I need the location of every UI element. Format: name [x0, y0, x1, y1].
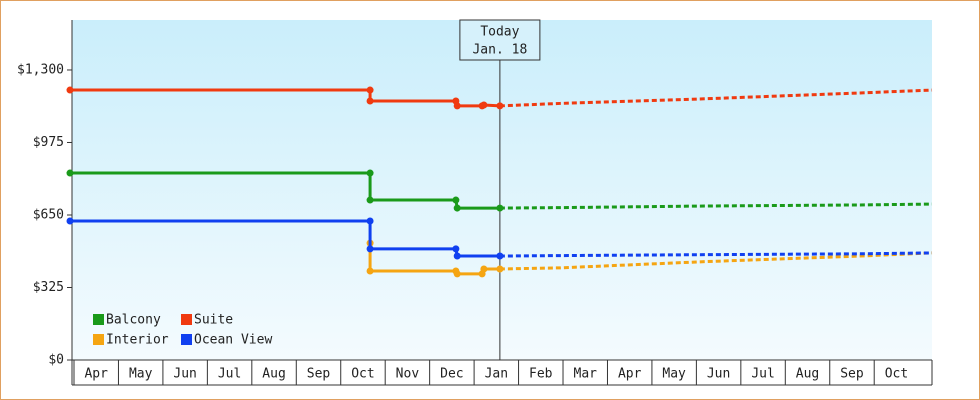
x-tick-label: Feb	[529, 367, 553, 382]
forecast-line	[499, 251, 933, 258]
x-tick-label: Apr	[84, 367, 108, 382]
legend-swatch	[93, 314, 104, 325]
price-point	[480, 265, 488, 273]
price-point	[366, 245, 374, 253]
x-tick-label: Mar	[574, 367, 598, 382]
price-point	[66, 86, 74, 94]
price-point	[452, 196, 460, 204]
y-tick-label: $1,300	[17, 62, 64, 77]
today-box	[459, 19, 541, 61]
plot-area	[72, 20, 932, 360]
price-point	[366, 169, 374, 177]
price-point	[453, 270, 461, 278]
legend-label: Suite	[194, 313, 233, 328]
x-tick-label: Jul	[751, 367, 774, 382]
price-point	[496, 265, 504, 273]
x-tick-label: Sep	[840, 367, 864, 382]
legend-label: Balcony	[106, 313, 161, 328]
x-tick-label: Aug	[796, 367, 819, 382]
price-point	[66, 169, 74, 177]
x-tick-label: Jun	[173, 367, 196, 382]
today-label: Today	[480, 25, 519, 40]
x-tick-label: Nov	[396, 367, 420, 382]
x-tick-label: May	[662, 367, 686, 382]
forecast-line	[499, 88, 933, 108]
x-tick-label: Oct	[351, 367, 374, 382]
price-point	[366, 217, 374, 225]
y-tick-label: $975	[33, 135, 64, 150]
legend-label: Interior	[106, 333, 169, 348]
x-tick-label: Sep	[307, 367, 331, 382]
x-tick-label: May	[129, 367, 153, 382]
price-point	[452, 245, 460, 253]
x-tick-label: Jan	[485, 367, 508, 382]
x-tick-label: Aug	[262, 367, 285, 382]
price-line	[70, 219, 500, 258]
price-point	[366, 267, 374, 275]
price-line	[70, 171, 500, 210]
x-tick-label: Oct	[885, 367, 908, 382]
price-point	[366, 86, 374, 94]
legend-swatch	[93, 334, 104, 345]
y-tick-label: $0	[48, 353, 64, 368]
price-point	[496, 252, 504, 260]
price-point	[366, 196, 374, 204]
today-label: Jan. 18	[472, 43, 527, 58]
x-tick-label: Jun	[707, 367, 730, 382]
price-point	[66, 217, 74, 225]
y-tick-label: $325	[33, 280, 64, 295]
price-point	[453, 252, 461, 260]
price-point	[453, 102, 461, 110]
x-tick-label: Jul	[218, 367, 241, 382]
legend-swatch	[181, 314, 192, 325]
price-point	[480, 101, 488, 109]
forecast-line	[499, 202, 933, 210]
price-point	[496, 204, 504, 212]
x-tick-label: Apr	[618, 367, 642, 382]
price-point	[453, 204, 461, 212]
price-point	[496, 102, 504, 110]
price-point	[366, 97, 374, 105]
x-tick-label: Dec	[440, 367, 463, 382]
legend-swatch	[181, 334, 192, 345]
legend-label: Ocean View	[194, 333, 272, 348]
y-tick-label: $650	[33, 207, 64, 222]
